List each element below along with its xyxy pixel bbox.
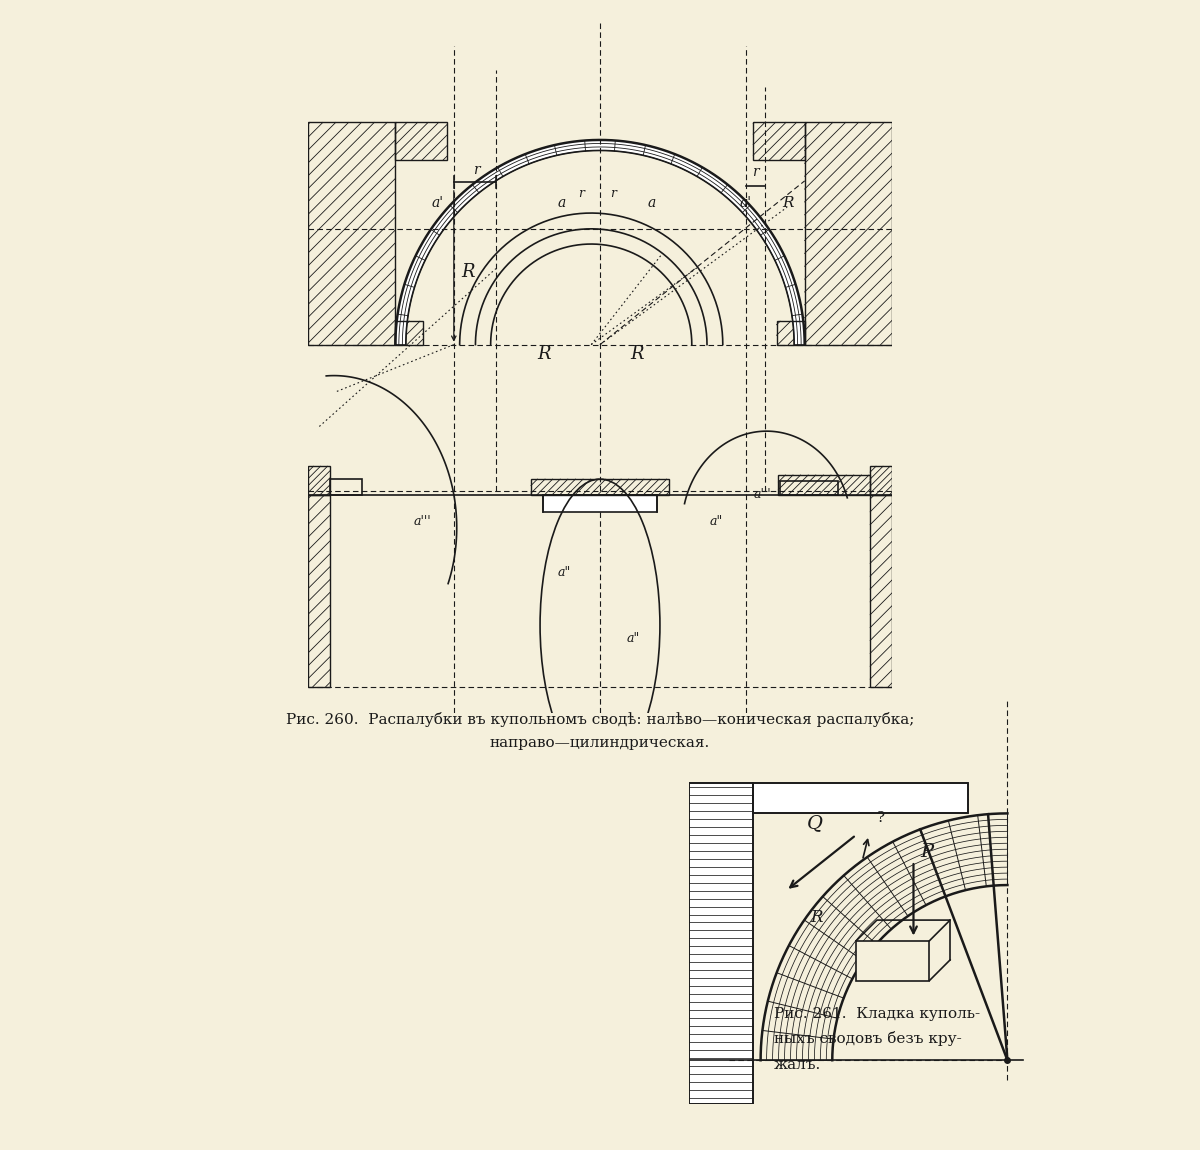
Text: a''': a''': [754, 488, 770, 500]
Bar: [752, 783, 967, 813]
Text: ?: ?: [877, 811, 884, 826]
Bar: [307, 122, 395, 345]
Text: a': a': [739, 197, 751, 210]
Bar: [805, 122, 893, 345]
Bar: [870, 496, 893, 687]
Text: a": a": [710, 515, 724, 528]
Text: a': a': [432, 197, 444, 210]
Text: r: r: [577, 187, 583, 200]
Text: r: r: [473, 163, 479, 177]
Text: R: R: [461, 263, 474, 282]
Text: a": a": [626, 631, 640, 645]
Polygon shape: [395, 140, 805, 345]
Text: R: R: [630, 345, 644, 363]
Text: Рис. 261.  Кладка куполь-: Рис. 261. Кладка куполь-: [774, 1007, 980, 1021]
Polygon shape: [856, 941, 930, 981]
Text: Q: Q: [806, 814, 823, 833]
Bar: [754, 122, 805, 160]
Text: a''': a''': [414, 515, 432, 528]
Text: направо—цилиндрическая.: направо—цилиндрическая.: [490, 736, 710, 750]
Text: R: R: [782, 197, 794, 210]
Bar: [780, 481, 838, 496]
Text: R: R: [536, 345, 551, 363]
Bar: [752, 783, 967, 813]
Text: r: r: [611, 187, 617, 200]
Bar: [307, 496, 330, 687]
Text: жалъ.: жалъ.: [774, 1058, 821, 1072]
Bar: [542, 496, 658, 512]
Bar: [395, 122, 446, 160]
Text: r: r: [752, 166, 758, 179]
Bar: [307, 466, 330, 496]
Text: R: R: [810, 910, 822, 927]
Text: a: a: [648, 197, 656, 210]
Text: ныхъ сводовъ безъ кру-: ныхъ сводовъ безъ кру-: [774, 1032, 961, 1046]
Bar: [776, 321, 805, 345]
Text: a": a": [558, 566, 571, 578]
Bar: [689, 783, 752, 1104]
Text: a: a: [558, 197, 566, 210]
Bar: [779, 475, 870, 496]
Text: Рис. 260.  Распалубки въ купольномъ сводѣ: налѣво—коническая распалубка;: Рис. 260. Распалубки въ купольномъ сводѣ…: [286, 712, 914, 727]
Bar: [870, 466, 893, 496]
Bar: [530, 480, 670, 496]
Bar: [395, 321, 424, 345]
Bar: [689, 783, 752, 1104]
Bar: [330, 480, 362, 496]
Text: P: P: [920, 843, 932, 861]
